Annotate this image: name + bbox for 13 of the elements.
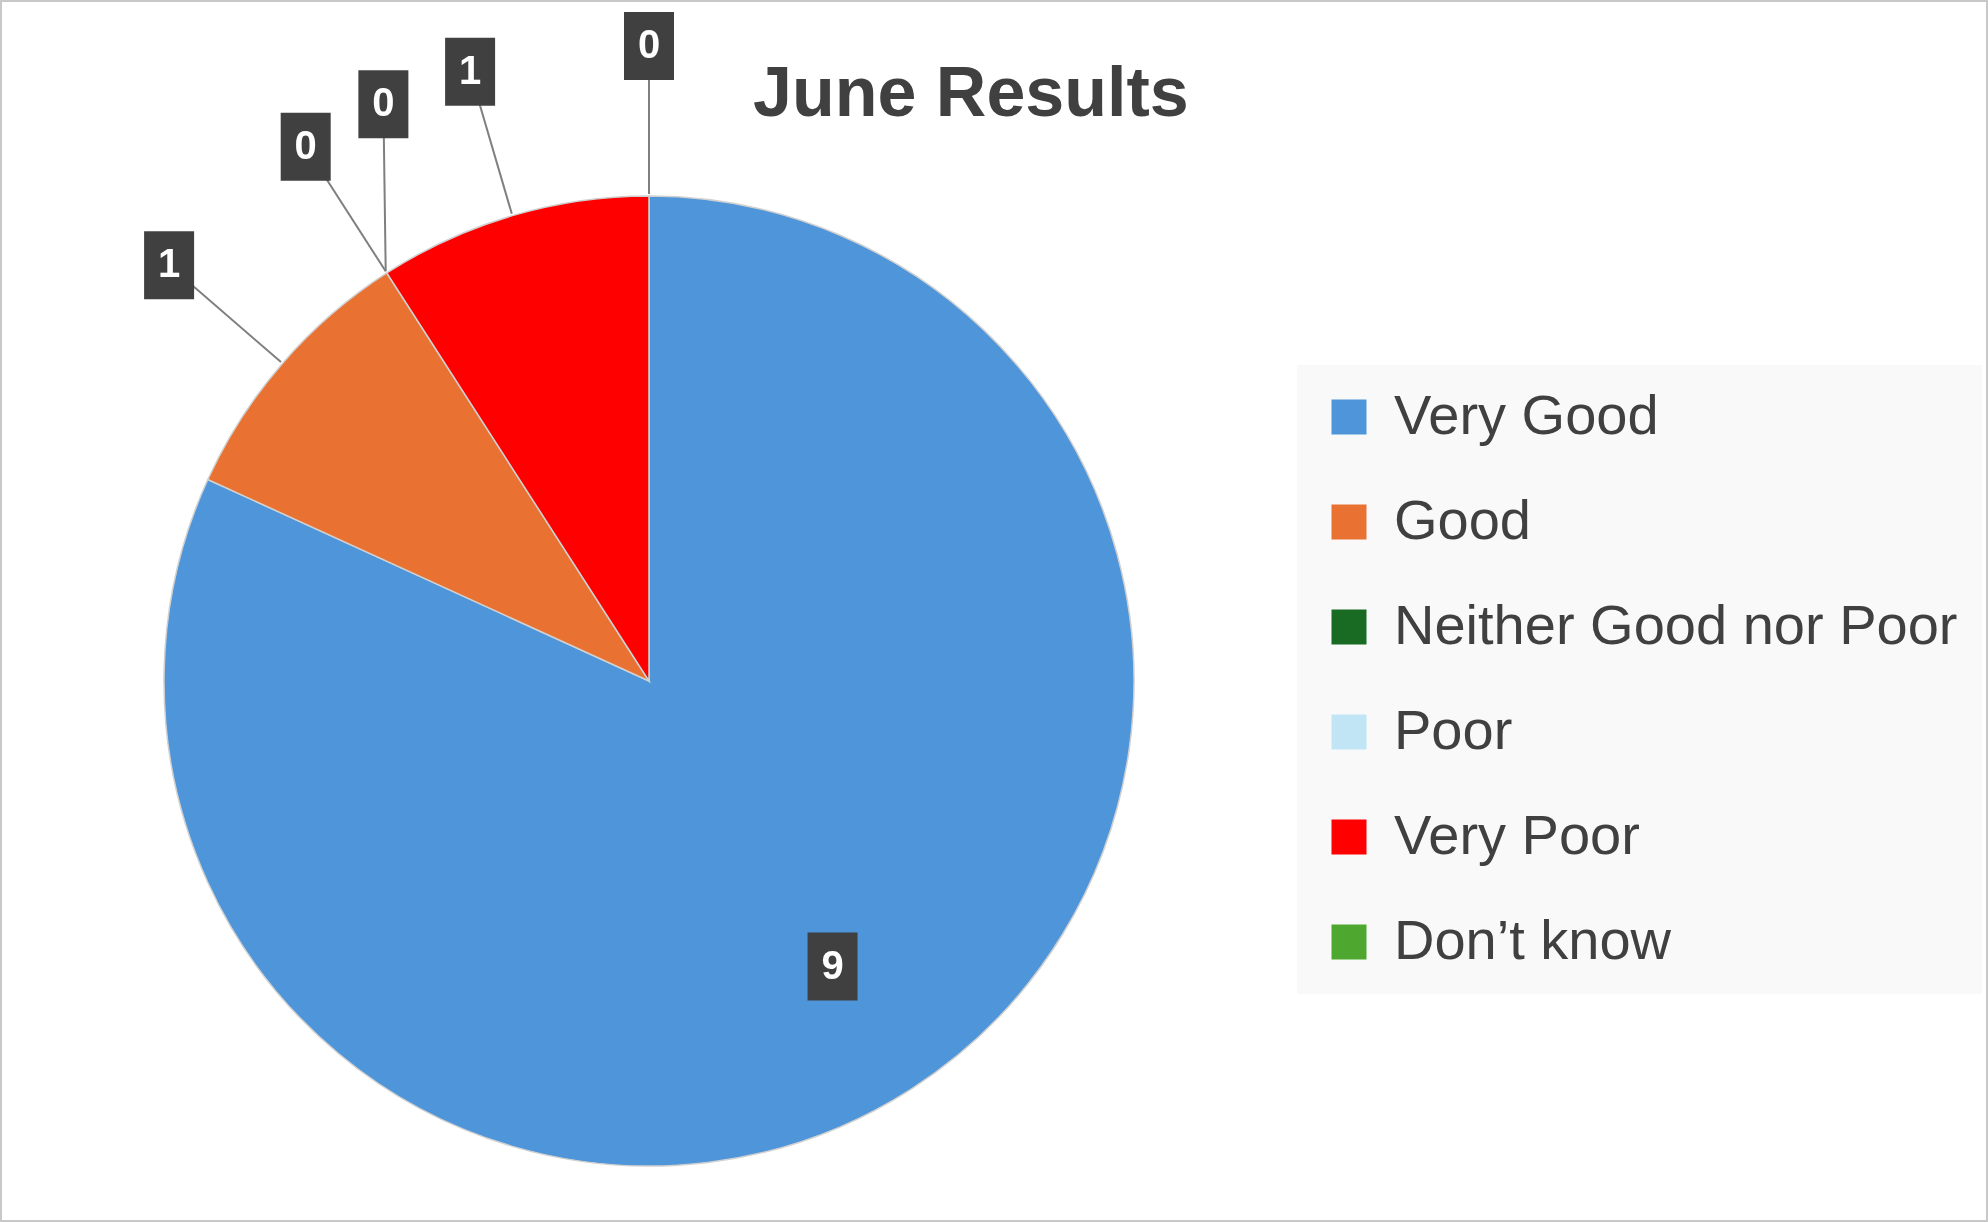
data-label: 1 — [458, 47, 482, 92]
legend-label: Very Poor — [1394, 803, 1640, 866]
text: 0 — [637, 22, 661, 66]
data-label: 1 — [157, 241, 181, 286]
text: 0 — [372, 80, 395, 125]
data-label: 9 — [821, 942, 844, 987]
legend-label: Very Good — [1394, 383, 1659, 446]
legend-label: Don’t know — [1394, 908, 1672, 971]
legend-label: Neither Good nor Poor — [1394, 593, 1958, 656]
legend-label: Good — [1394, 488, 1531, 551]
legend-label: Poor — [1394, 698, 1513, 761]
chart-title: June Results — [753, 53, 1189, 131]
text: 0 — [294, 122, 317, 167]
